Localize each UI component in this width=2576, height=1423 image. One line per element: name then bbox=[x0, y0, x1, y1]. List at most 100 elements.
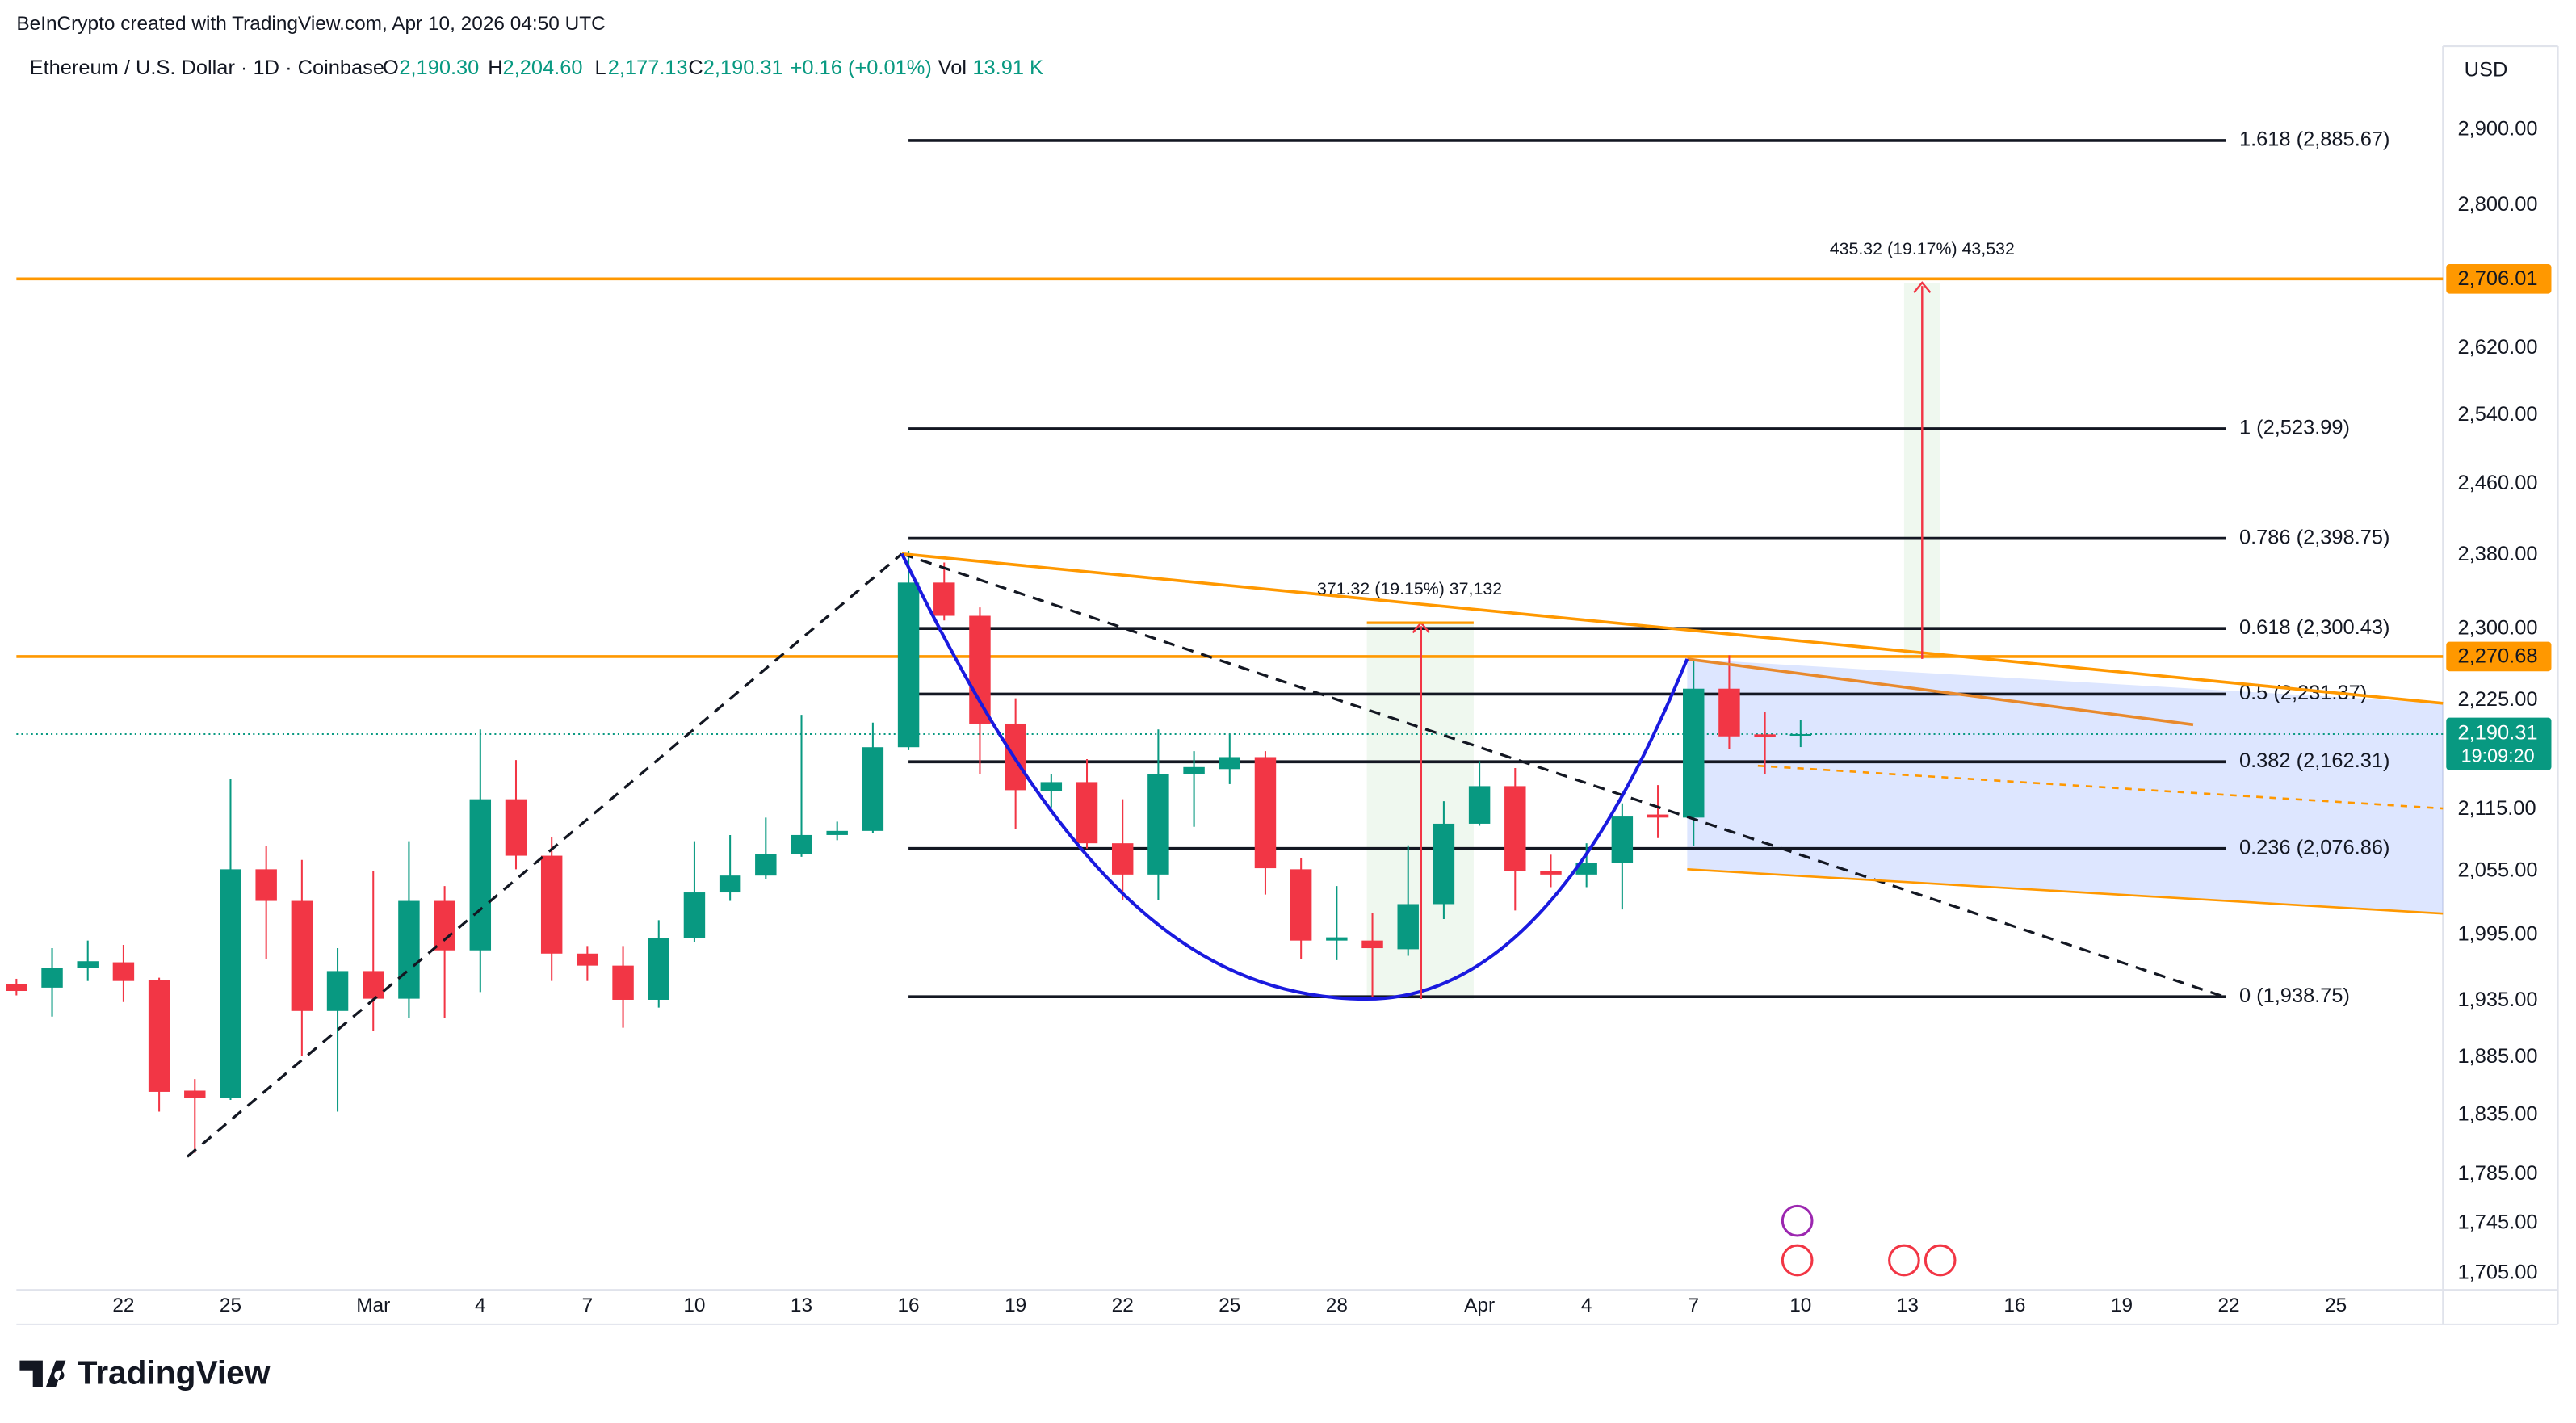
arrow-head bbox=[1913, 281, 1932, 293]
x-tick-label: 13 bbox=[791, 1295, 812, 1316]
candle-body bbox=[363, 971, 384, 999]
candle-body bbox=[648, 938, 669, 1000]
y-tick-label: 2,380.00 bbox=[2458, 543, 2538, 565]
candle-body bbox=[1504, 786, 1526, 871]
resistance-line bbox=[901, 552, 2444, 705]
candle-body bbox=[933, 582, 955, 616]
candle-body bbox=[1076, 782, 1098, 844]
measure-label: 435.32 (19.17%) 43,532 bbox=[1830, 239, 2015, 258]
ohlc-value: 2,204.60 bbox=[503, 57, 583, 79]
candle-body bbox=[826, 830, 848, 835]
price-tag-label: 2,706.01 bbox=[2458, 267, 2538, 290]
volume: 13.91 K bbox=[972, 57, 1043, 79]
candle-body bbox=[220, 869, 241, 1098]
candle-body bbox=[719, 875, 741, 893]
volume-key: Vol bbox=[938, 57, 967, 79]
channel-line bbox=[1687, 867, 2444, 915]
event-icon[interactable] bbox=[1781, 1244, 1814, 1277]
candle-body bbox=[791, 834, 812, 854]
price-tag bbox=[2446, 641, 2552, 672]
ohlc-key: H bbox=[488, 57, 502, 79]
resistance-line bbox=[1687, 657, 2194, 727]
candle-body bbox=[291, 900, 313, 1011]
x-tick-label: 28 bbox=[1326, 1295, 1348, 1316]
levels: 1.618 (2,885.67) 1 (2,523.99) 0.786 (2,398… bbox=[16, 128, 2444, 1007]
y-tick-label: 2,055.00 bbox=[2458, 859, 2538, 882]
candle-body bbox=[755, 853, 777, 876]
x-tick-label: 13 bbox=[1897, 1295, 1919, 1316]
candle-body bbox=[1647, 814, 1669, 818]
event-icon[interactable] bbox=[1924, 1244, 1957, 1277]
x-tick-label: Mar bbox=[356, 1295, 390, 1316]
candle-body bbox=[326, 971, 349, 1011]
y-tick-label: 1,835.00 bbox=[2458, 1103, 2538, 1126]
fib-label: 0 (1,938.75) bbox=[2239, 984, 2350, 1007]
price-tag bbox=[2446, 263, 2552, 294]
brand-logo bbox=[19, 1360, 66, 1387]
channel-mid bbox=[1757, 764, 2444, 810]
y-tick-label: 2,540.00 bbox=[2458, 403, 2538, 426]
x-tick-label: 22 bbox=[2217, 1295, 2239, 1316]
candle-body bbox=[1326, 937, 1348, 941]
x-tick-label: 16 bbox=[2003, 1295, 2025, 1316]
candle-body bbox=[434, 900, 455, 951]
y-tick-label: 2,115.00 bbox=[2458, 797, 2536, 820]
y-tick-label: 2,225.00 bbox=[2458, 688, 2538, 711]
candle-body bbox=[897, 582, 920, 748]
fib-label: 0.786 (2,398.75) bbox=[2239, 526, 2390, 548]
y-tick-label: 2,460.00 bbox=[2458, 472, 2538, 494]
x-tick-label: 10 bbox=[683, 1295, 705, 1316]
x-tick-label: 7 bbox=[1688, 1295, 1699, 1316]
x-tick-label: 4 bbox=[475, 1295, 486, 1316]
candle-body bbox=[1789, 733, 1812, 736]
candle-body bbox=[1683, 688, 1705, 818]
candle-body bbox=[505, 799, 527, 856]
candle-body bbox=[184, 1090, 206, 1098]
candle-body bbox=[969, 615, 991, 724]
event-icon[interactable] bbox=[1781, 1204, 1814, 1237]
candle-body bbox=[6, 984, 27, 991]
x-tick-label: 25 bbox=[2325, 1295, 2347, 1316]
brand: TradingView bbox=[78, 1354, 271, 1392]
candle-body bbox=[1219, 757, 1241, 770]
x-tick-label: 19 bbox=[2111, 1295, 2133, 1316]
candle-body bbox=[1468, 786, 1491, 824]
change: +0.16 (+0.01%) bbox=[791, 57, 932, 79]
y-tick-label: 2,800.00 bbox=[2458, 193, 2538, 216]
y-tick-label: 1,745.00 bbox=[2458, 1211, 2538, 1234]
attribution: BeInCrypto created with TradingView.com,… bbox=[16, 13, 605, 35]
candle-body bbox=[1040, 782, 1063, 791]
currency: USD bbox=[2465, 58, 2508, 81]
ohlc-key: C bbox=[688, 57, 703, 79]
fib-label: 1 (2,523.99) bbox=[2239, 417, 2350, 439]
candle-body bbox=[1540, 871, 1562, 875]
last-price-label: 2,190.31 bbox=[2458, 722, 2538, 745]
fib-label: 1.618 (2,885.67) bbox=[2239, 128, 2390, 151]
ohlc-value: 2,190.30 bbox=[399, 57, 479, 79]
ohlc-value: 2,190.31 bbox=[703, 57, 783, 79]
x-tick-label: 16 bbox=[897, 1295, 919, 1316]
candle-body bbox=[1290, 869, 1312, 941]
candle-body bbox=[77, 961, 99, 968]
event-icon[interactable] bbox=[1888, 1244, 1920, 1277]
candle-body bbox=[398, 900, 420, 999]
candle-body bbox=[683, 892, 706, 938]
y-tick-label: 2,900.00 bbox=[2458, 117, 2538, 140]
x-tick-label: 22 bbox=[1112, 1295, 1134, 1316]
fib-label: 0.382 (2,162.31) bbox=[2239, 749, 2390, 772]
trendline bbox=[901, 552, 2227, 999]
y-tick-label: 1,995.00 bbox=[2458, 923, 2538, 946]
fib-label: 0.236 (2,076.86) bbox=[2239, 836, 2390, 858]
candle-body bbox=[1361, 940, 1383, 949]
candle-body bbox=[577, 953, 598, 966]
candle-body bbox=[1111, 843, 1134, 875]
candle-body bbox=[112, 962, 135, 981]
candle-body bbox=[1254, 757, 1277, 869]
candle-body bbox=[1147, 774, 1169, 875]
x-tick-label: 25 bbox=[220, 1295, 241, 1316]
x-tick-label: 4 bbox=[1581, 1295, 1592, 1316]
candle-body bbox=[1433, 823, 1455, 905]
